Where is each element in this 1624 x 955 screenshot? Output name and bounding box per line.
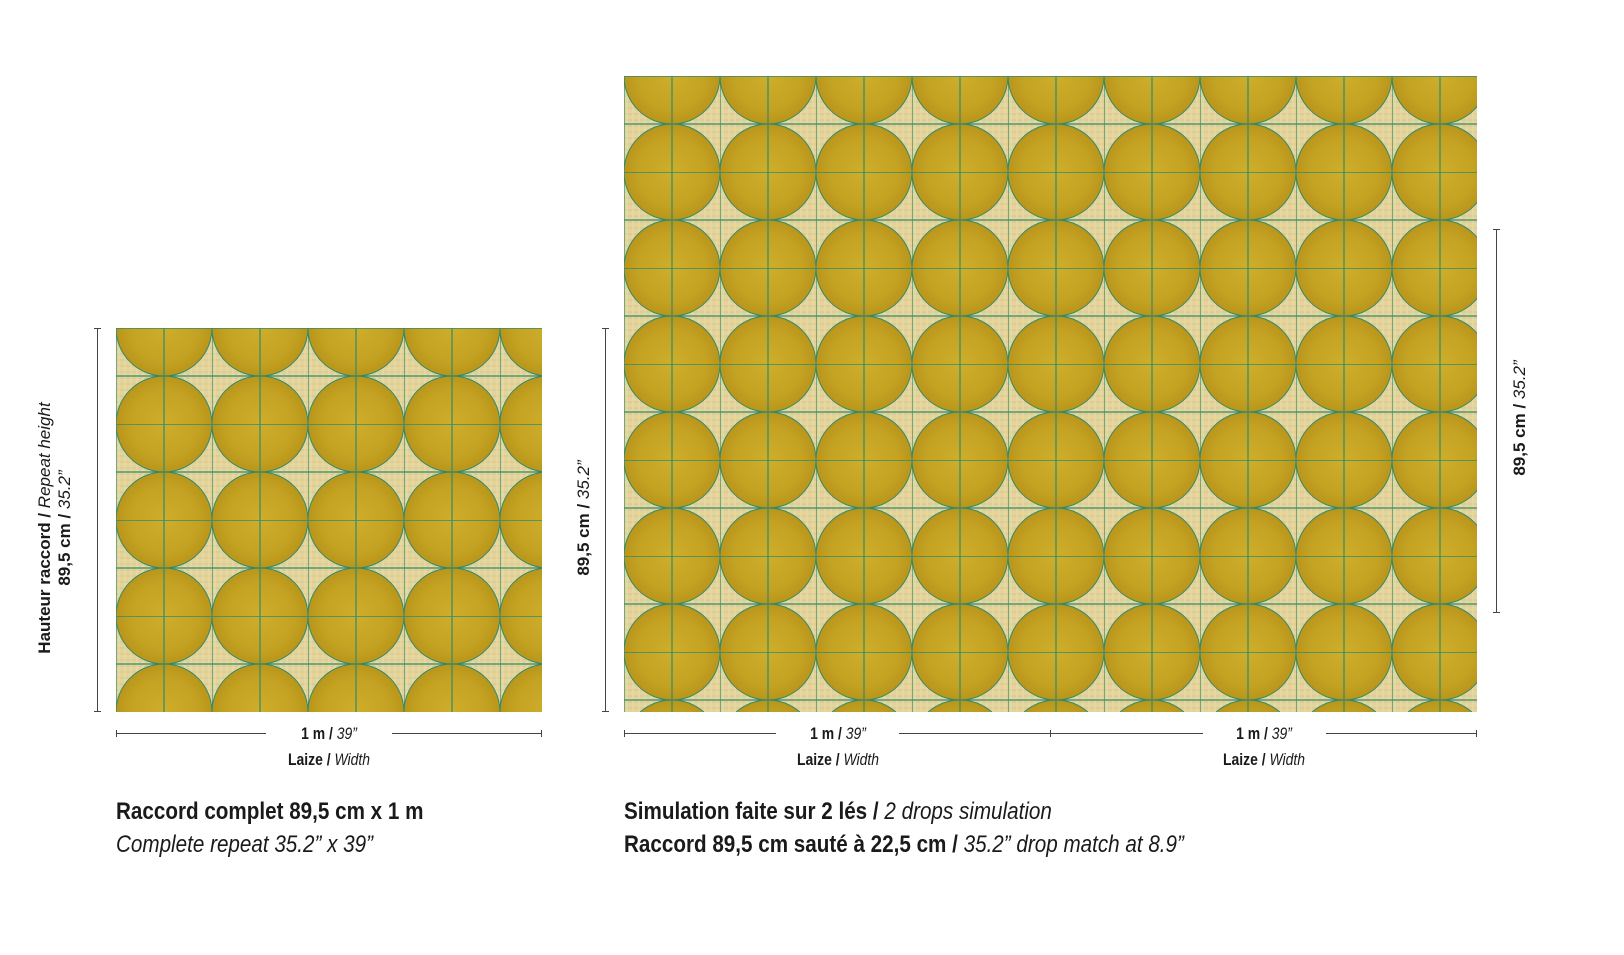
drop2-dimension-line-right <box>1326 733 1477 734</box>
repeat-height-label: Hauteur raccord / Repeat height 89,5 cm … <box>35 402 74 654</box>
repeat-swatch <box>116 328 542 712</box>
simulation-height-label-right: 89,5 cm / 35.2” <box>1510 360 1529 476</box>
repeat-pattern-image <box>116 328 542 712</box>
width-measure-label: 1 m / 39” <box>301 724 357 743</box>
drop1-dimension-line-left <box>624 733 776 734</box>
simulation-height-label-left: 89,5 cm / 35.2” <box>574 460 593 576</box>
width-dimension-line-left <box>116 733 266 734</box>
drop2-width-name: Laize / Width <box>1222 750 1305 769</box>
drop2-tick-right <box>1476 730 1477 737</box>
left-caption: Raccord complet 89,5 cm x 1 m Complete r… <box>116 798 424 858</box>
drop2-dimension-line-left <box>1051 733 1203 734</box>
simulation-height-line-right <box>1493 229 1500 613</box>
drop1-width-name: Laize / Width <box>796 750 879 769</box>
right-caption: Simulation faite sur 2 lés / 2 drops sim… <box>624 798 1184 858</box>
drop1-dimension-line-right <box>899 733 1051 734</box>
simulation-pattern-image <box>624 76 1477 712</box>
drop1-width-measure: 1 m / 39” <box>810 724 866 743</box>
simulation-swatch <box>624 76 1477 712</box>
width-name-label: Laize / Width <box>287 750 370 769</box>
repeat-height-dimension-line <box>94 328 101 712</box>
drop-divider-tick <box>1050 730 1051 737</box>
width-tick-right <box>541 730 542 737</box>
width-dimension-line-right <box>392 733 542 734</box>
drop2-width-measure: 1 m / 39” <box>1236 724 1292 743</box>
simulation-height-line-left <box>602 328 609 712</box>
